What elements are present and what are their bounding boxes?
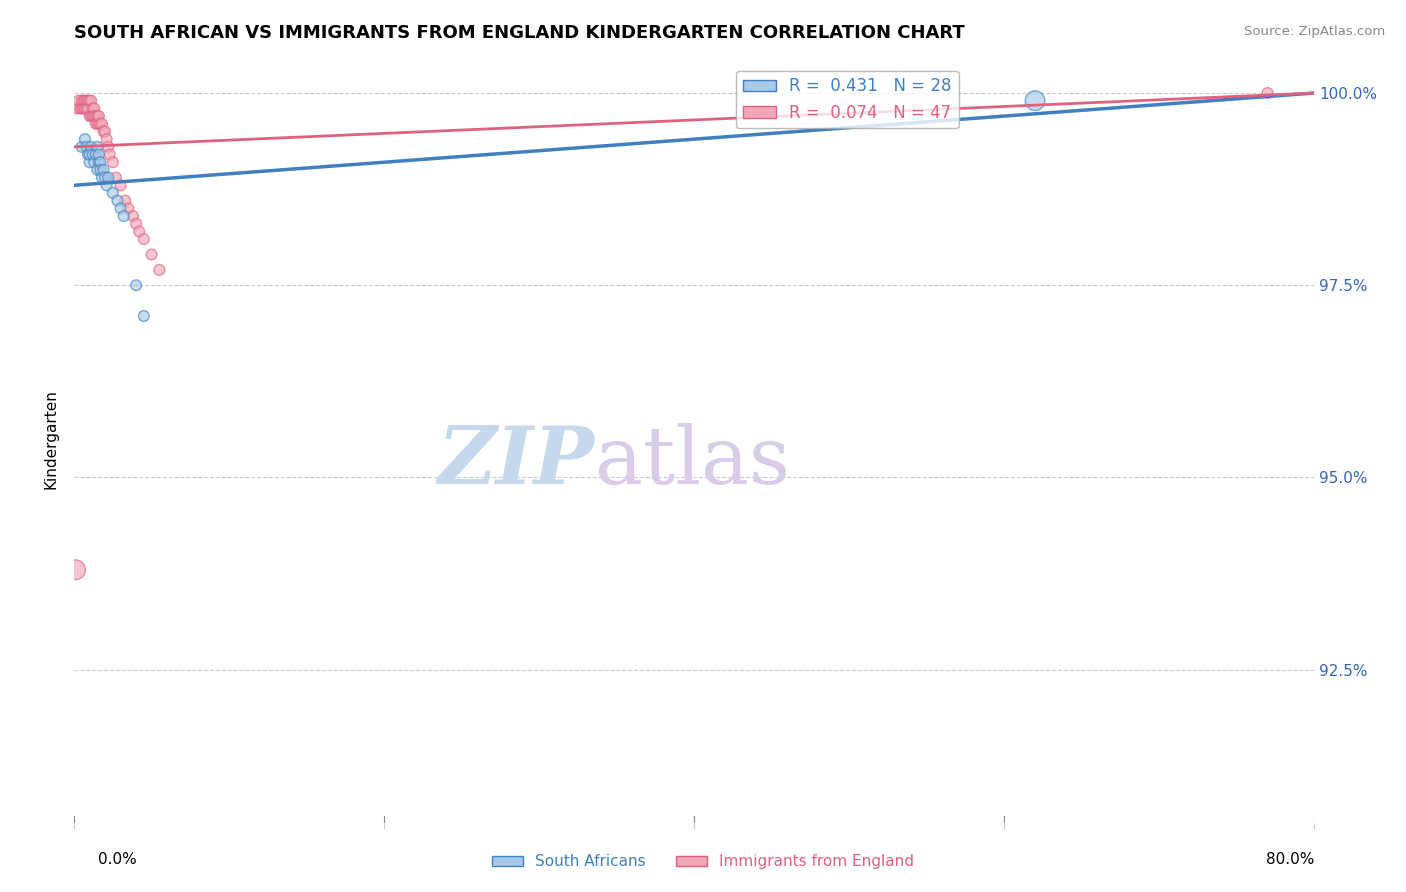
Point [101, 186, 124, 200]
Point [87, 109, 110, 123]
Point [70, 94, 93, 108]
Point [122, 209, 145, 223]
Point [86, 162, 108, 177]
Text: SOUTH AFRICAN VS IMMIGRANTS FROM ENGLAND KINDERGARTEN CORRELATION CHART: SOUTH AFRICAN VS IMMIGRANTS FROM ENGLAND… [75, 24, 965, 42]
Point [80, 140, 103, 154]
Point [65, 563, 87, 577]
Point [1257, 86, 1279, 100]
Point [80, 94, 103, 108]
Text: 80.0%: 80.0% [1267, 852, 1315, 867]
Point [110, 178, 132, 193]
Point [76, 102, 98, 116]
Text: ZIP: ZIP [439, 424, 595, 500]
Point [72, 102, 94, 116]
Point [87, 147, 110, 161]
Point [87, 155, 110, 169]
Point [89, 155, 111, 169]
Point [67, 94, 90, 108]
Point [77, 94, 100, 108]
Point [83, 109, 105, 123]
Point [79, 155, 101, 169]
Point [141, 247, 163, 261]
Point [66, 102, 89, 116]
Point [77, 102, 100, 116]
Point [69, 102, 91, 116]
Point [89, 117, 111, 131]
Point [112, 209, 135, 223]
Point [77, 147, 100, 161]
Legend: R =  0.431   N = 28, R =  0.074   N = 47: R = 0.431 N = 28, R = 0.074 N = 47 [737, 70, 959, 128]
Point [73, 102, 96, 116]
Point [83, 102, 105, 116]
Point [82, 109, 104, 123]
Point [72, 94, 94, 108]
Point [128, 224, 150, 238]
Point [93, 124, 115, 138]
Point [83, 155, 105, 169]
Point [76, 140, 98, 154]
Point [86, 109, 108, 123]
Point [79, 109, 101, 123]
Text: 0.0%: 0.0% [98, 852, 138, 867]
Point [86, 117, 108, 131]
Point [76, 94, 98, 108]
Point [132, 309, 155, 323]
Y-axis label: Kindergarten: Kindergarten [44, 389, 58, 489]
Point [86, 140, 108, 154]
Point [101, 155, 124, 169]
Point [94, 124, 117, 138]
Point [84, 117, 107, 131]
Point [114, 194, 136, 208]
Point [104, 170, 127, 185]
Text: atlas: atlas [595, 423, 790, 501]
Point [82, 102, 104, 116]
Point [125, 278, 148, 293]
Point [97, 170, 120, 185]
Point [94, 170, 117, 185]
Legend: South Africans, Immigrants from England: South Africans, Immigrants from England [486, 848, 920, 875]
Point [87, 117, 110, 131]
Point [98, 147, 121, 161]
Point [70, 102, 93, 116]
Point [96, 178, 118, 193]
Point [107, 194, 129, 208]
Point [79, 147, 101, 161]
Point [89, 162, 111, 177]
Point [132, 232, 155, 246]
Point [73, 94, 96, 108]
Point [148, 263, 170, 277]
Point [84, 109, 107, 123]
Point [91, 117, 114, 131]
Point [79, 94, 101, 108]
Point [93, 162, 115, 177]
Point [110, 202, 132, 216]
Point [91, 170, 114, 185]
Point [84, 147, 107, 161]
Point [97, 140, 120, 154]
Point [96, 132, 118, 146]
Point [125, 217, 148, 231]
Point [82, 147, 104, 161]
Point [80, 109, 103, 123]
Point [117, 202, 139, 216]
Point [1024, 94, 1046, 108]
Point [73, 132, 96, 146]
Text: Source: ZipAtlas.com: Source: ZipAtlas.com [1244, 25, 1385, 38]
Point [70, 140, 93, 154]
